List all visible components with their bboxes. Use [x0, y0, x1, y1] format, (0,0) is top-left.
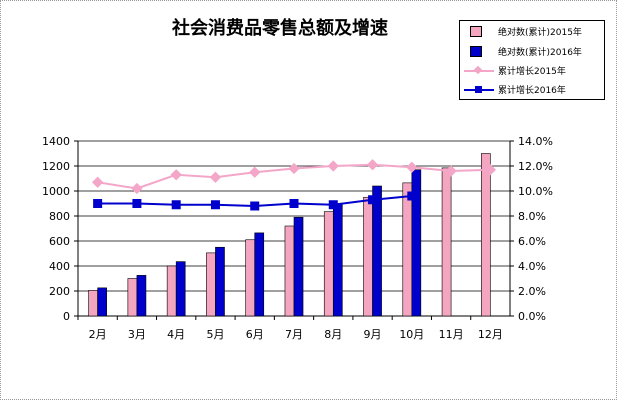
bar [441, 167, 452, 317]
bar [136, 275, 147, 317]
bar [88, 290, 98, 317]
bar [166, 265, 177, 317]
legend-item-2016-bar: 绝对数(累计)2016年 [460, 43, 606, 61]
y-tick-label-right: 14.0% [518, 135, 553, 148]
data-point [368, 195, 378, 205]
data-point [484, 164, 497, 176]
y-tick-label-left: 0 [63, 310, 70, 323]
y-tick-label-right: 0.0% [518, 310, 546, 323]
y-tick-label-right: 8.0% [518, 210, 546, 223]
bar [402, 182, 413, 317]
data-point [407, 191, 417, 201]
legend-label: 累计增长2016年 [498, 86, 566, 96]
bar [215, 246, 225, 317]
data-point [328, 200, 338, 210]
data-point [170, 169, 182, 181]
x-tick-label: 9月 [364, 328, 382, 341]
legend-item-2016-line: 累计增长2016年 [460, 81, 606, 99]
bar [411, 169, 422, 317]
bar [254, 232, 265, 317]
data-point [445, 165, 457, 177]
y-tick-label-left: 600 [49, 235, 70, 248]
data-point [249, 166, 261, 178]
x-tick-label: 8月 [324, 328, 342, 341]
y-tick-label-right: 6.0% [518, 235, 546, 248]
legend-swatch-2016-bar [470, 46, 482, 57]
legend: 绝对数(累计)2015年 绝对数(累计)2016年 累计增长2015年 累计增长… [459, 20, 605, 100]
bar [363, 196, 373, 317]
data-point [171, 200, 181, 210]
data-point [131, 182, 143, 195]
x-tick-label: 5月 [206, 328, 224, 341]
x-tick-label: 4月 [167, 328, 185, 341]
x-tick-label: 3月 [128, 328, 146, 341]
data-point [406, 161, 418, 173]
bar [372, 185, 382, 317]
data-point [327, 160, 339, 172]
x-tick-label: 7月 [285, 328, 303, 341]
x-tick-label: 6月 [246, 328, 264, 341]
data-point [93, 199, 103, 208]
legend-label: 绝对数(累计)2016年 [498, 48, 582, 58]
bar [245, 239, 256, 317]
bar [332, 203, 343, 317]
y-tick-label-right: 10.0% [518, 185, 553, 198]
bar [97, 287, 107, 317]
y-tick-label-right: 12.0% [518, 160, 553, 173]
y-tick-label-left: 400 [49, 260, 70, 273]
data-point [288, 162, 300, 175]
bar [323, 211, 334, 317]
data-point [209, 171, 222, 183]
legend-item-2015-bar: 绝对数(累计)2015年 [460, 23, 606, 41]
legend-swatch-2015-bar [470, 26, 482, 37]
data-point [91, 176, 104, 188]
x-tick-label: 10月 [399, 328, 424, 341]
data-point [366, 159, 379, 171]
data-point [289, 199, 299, 208]
y-tick-label-left: 1200 [42, 160, 70, 173]
bar [175, 261, 186, 317]
bar [284, 225, 295, 317]
x-tick-label: 12月 [478, 328, 503, 341]
y-tick-label-left: 1000 [42, 185, 70, 198]
bar [127, 278, 138, 317]
chart-title: 社会消费品零售总额及增速 [172, 18, 388, 39]
legend-label: 绝对数(累计)2015年 [498, 28, 582, 38]
x-tick-label: 11月 [439, 328, 464, 341]
bar [481, 153, 491, 317]
data-point [250, 201, 260, 211]
data-point [132, 199, 142, 208]
legend-item-2015-line: 累计增长2015年 [460, 62, 606, 80]
y-tick-label-left: 200 [49, 285, 70, 298]
x-tick-label: 2月 [89, 328, 107, 341]
data-point [210, 200, 220, 210]
bar [293, 216, 304, 317]
y-tick-label-left: 800 [49, 210, 70, 223]
bar [206, 252, 216, 317]
legend-marker-square [475, 86, 482, 93]
y-tick-label-right: 2.0% [518, 285, 546, 298]
y-tick-label-right: 4.0% [518, 260, 546, 273]
y-tick-label-left: 1400 [42, 135, 70, 148]
legend-label: 累计增长2015年 [498, 67, 566, 77]
